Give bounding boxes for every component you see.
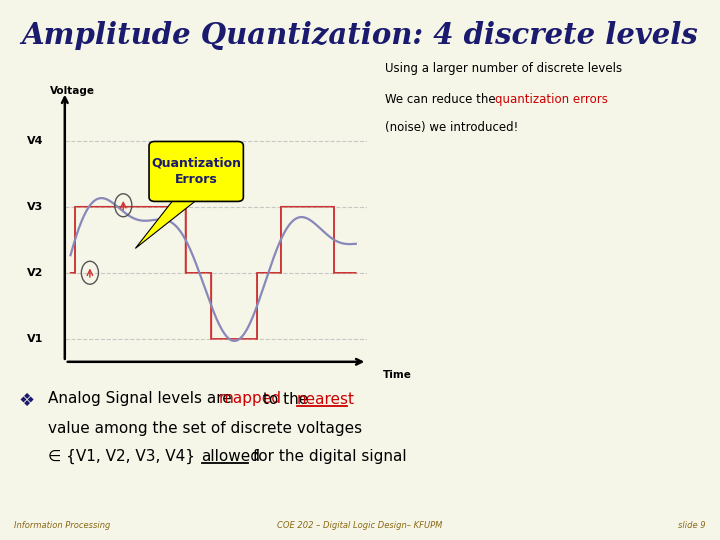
Text: Quantization
Errors: Quantization Errors (151, 157, 241, 186)
Text: V1: V1 (27, 334, 44, 344)
Text: allowed: allowed (202, 449, 261, 464)
Text: Time: Time (383, 370, 412, 380)
Text: quantization errors: quantization errors (495, 93, 608, 106)
Text: ∈ {V1, V2, V3, V4}: ∈ {V1, V2, V3, V4} (48, 449, 200, 464)
Text: V3: V3 (27, 202, 44, 212)
Text: V2: V2 (27, 268, 44, 278)
Text: slide 9: slide 9 (678, 521, 706, 530)
Text: mapped: mapped (218, 392, 281, 407)
Text: Voltage: Voltage (50, 86, 95, 97)
Text: ❖: ❖ (18, 392, 34, 409)
Text: Analog Signal levels are: Analog Signal levels are (48, 392, 237, 407)
Text: We can reduce the: We can reduce the (385, 93, 500, 106)
Text: to the: to the (258, 392, 314, 407)
Text: nearest: nearest (297, 392, 355, 407)
Text: value among the set of discrete voltages: value among the set of discrete voltages (48, 421, 362, 436)
Text: COE 202 – Digital Logic Design– KFUPM: COE 202 – Digital Logic Design– KFUPM (277, 521, 443, 530)
Text: Information Processing: Information Processing (14, 521, 111, 530)
Text: for the digital signal: for the digital signal (248, 449, 407, 464)
Text: Using a larger number of discrete levels: Using a larger number of discrete levels (385, 62, 622, 75)
Text: (noise) we introduced!: (noise) we introduced! (385, 122, 518, 134)
Text: Amplitude Quantization: 4 discrete levels: Amplitude Quantization: 4 discrete level… (22, 21, 698, 50)
Text: V4: V4 (27, 136, 44, 146)
